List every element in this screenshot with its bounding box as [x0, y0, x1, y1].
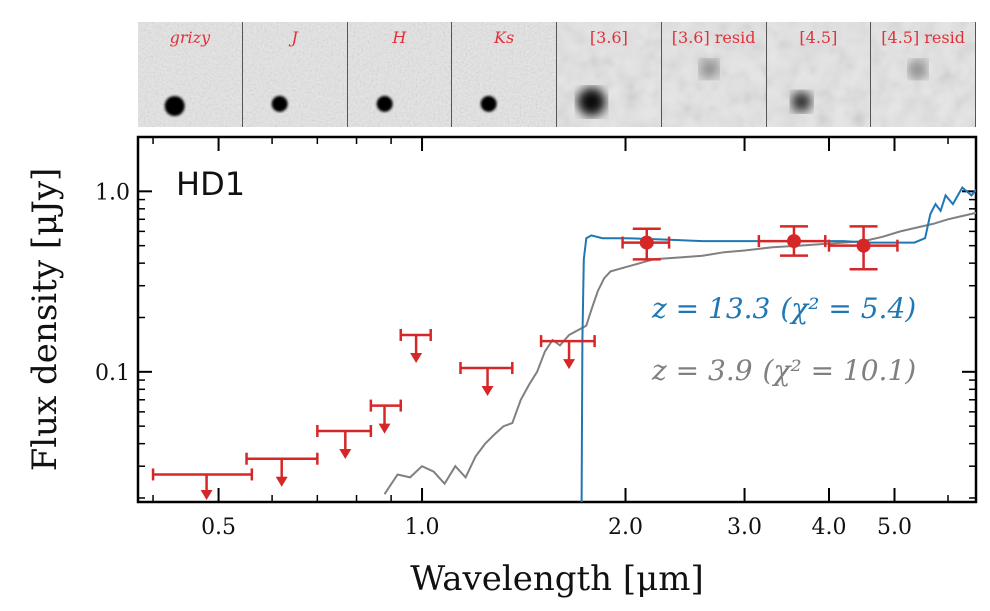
stamp-label: J [291, 28, 298, 47]
x-tick-label: 0.5 [201, 515, 236, 540]
stamp-source [909, 60, 928, 79]
upper-limit [316, 425, 373, 460]
detection-point [757, 225, 827, 257]
limit-arrow-head [275, 476, 288, 487]
stamp-5: [3.6] resid [661, 22, 767, 127]
limit-arrow-head [339, 449, 352, 460]
axes-frame [136, 135, 978, 504]
legend-redshift: z = 3.9 [651, 354, 753, 387]
x-axis-title: Wavelength [μm] [410, 559, 703, 599]
limit-arrow-head [481, 385, 494, 396]
stamp-source [699, 60, 718, 79]
detections [621, 225, 899, 271]
stamp-source [480, 95, 497, 112]
stamp-label: [3.6] resid [671, 28, 756, 47]
model-spectra [383, 185, 976, 502]
stamp-label: [3.6] [589, 28, 628, 47]
limit-arrow-head [563, 359, 576, 370]
stamp-source [791, 91, 812, 112]
stamp-6: [4.5] [766, 22, 872, 127]
stamp-label: [4.5] [799, 28, 838, 47]
stamp-3: Ks [452, 22, 557, 127]
y-tick-label: 1.0 [95, 180, 130, 205]
x-tick-label: 1.0 [405, 515, 440, 540]
legend-chi2: (χ² = 5.4) [780, 292, 916, 325]
stamp-label: [4.5] resid [881, 28, 965, 47]
limit-arrow-head [410, 352, 423, 363]
upper-limit [245, 452, 319, 487]
upper-limit [539, 335, 596, 370]
object-name: HD1 [176, 165, 245, 203]
stamp-source [164, 96, 185, 116]
model-spectrum-z13 [580, 185, 976, 502]
detection-marker [786, 234, 801, 249]
legend-redshift: z = 13.3 [651, 292, 770, 325]
limit-arrow-head [200, 490, 213, 500]
upper-limit [459, 361, 514, 396]
stamp-label: Ks [494, 28, 515, 47]
detection-marker [639, 235, 654, 250]
stamp-source [271, 95, 288, 112]
upper-limits [151, 328, 596, 500]
image-stamps-strip: grizy J H Ks [3.6] [3.6] resid [4.5] [4.5] resi… [138, 22, 976, 127]
stamp-7: [4.5] resid [871, 22, 976, 127]
axis-ticks: 0.5 1.0 2.0 3.0 4.0 5.0 0.1 1.0 [95, 136, 976, 540]
stamp-source [376, 95, 393, 112]
stamp-source [577, 87, 606, 116]
plot-frame [136, 135, 978, 504]
stamp-1: J [242, 22, 348, 127]
stamp-4: [3.6] [557, 22, 662, 127]
stamp-label: grizy [169, 28, 211, 47]
y-tick-label: 0.1 [95, 361, 130, 386]
plot-text: HD1 z = 13.3 (χ² = 5.4) z = 3.9 (χ² = 10.1) W… [25, 165, 916, 599]
legend-z4: z = 3.9 (χ² = 10.1) [651, 354, 916, 387]
x-tick-label: 5.0 [877, 515, 912, 540]
detection-point [827, 225, 899, 271]
upper-limit [151, 468, 254, 500]
legend-chi2: (χ² = 10.1) [763, 354, 917, 387]
upper-limit [369, 399, 402, 434]
detection-point [621, 227, 671, 261]
limit-arrow-head [378, 423, 391, 434]
stamp-label: H [392, 28, 407, 47]
x-tick-label: 2.0 [608, 515, 643, 540]
detection-marker [856, 238, 871, 253]
x-tick-label: 3.0 [727, 515, 762, 540]
y-axis-title: Flux density [μJy] [25, 168, 65, 472]
stamp-2: H [347, 22, 453, 127]
legend-z13: z = 13.3 (χ² = 5.4) [651, 292, 916, 325]
upper-limit [399, 328, 432, 363]
stamp-0: grizy [138, 22, 243, 127]
x-tick-label: 4.0 [811, 515, 846, 540]
